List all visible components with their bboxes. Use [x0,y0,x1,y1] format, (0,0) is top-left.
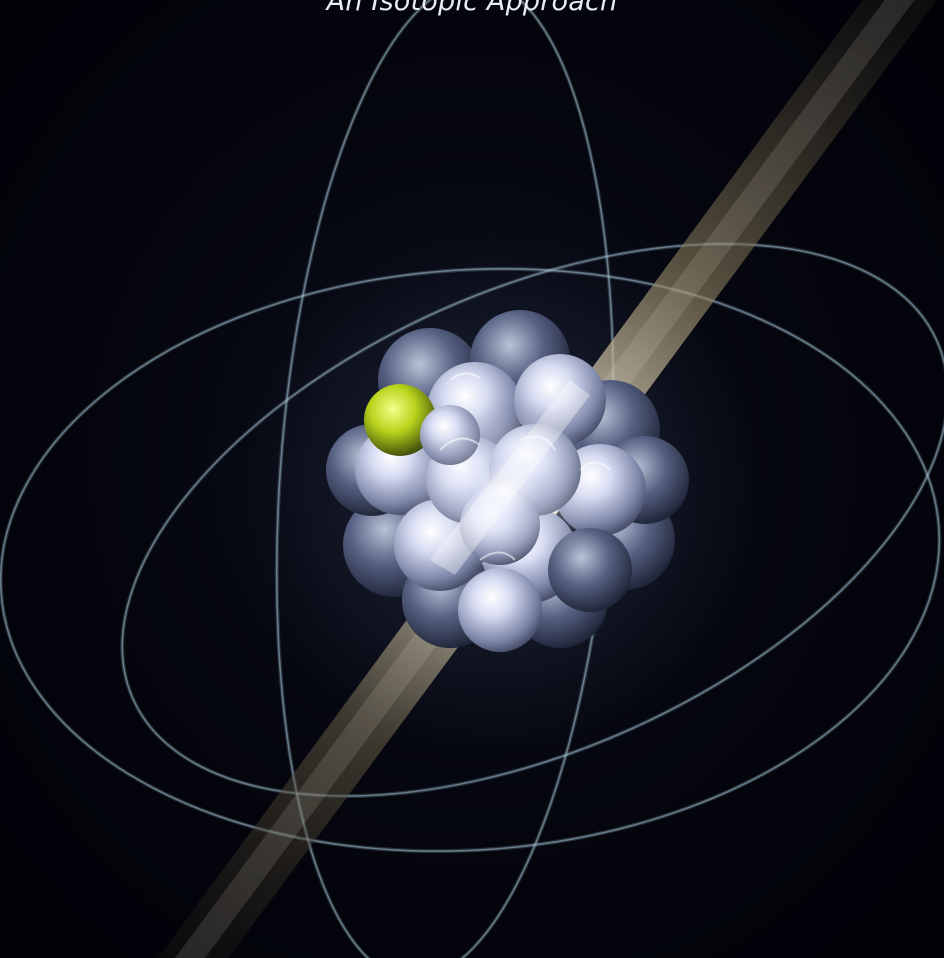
nucleus [326,310,689,652]
cover-subtitle: An Isotopic Approach [326,0,618,17]
